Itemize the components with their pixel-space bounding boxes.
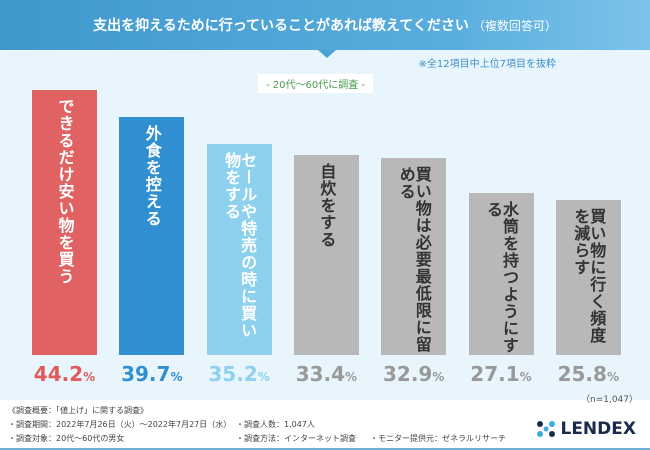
subtitle: - 20代～60代に調査 - [258, 74, 374, 93]
bar: 水筒を持つようにする [468, 192, 534, 355]
bar-label: 外食を控える [142, 124, 162, 227]
unit-label: % [432, 370, 445, 384]
survey-target: ・調査対象：20代～60代の男女 [8, 434, 125, 443]
value-label: 33.4% [295, 362, 358, 386]
value-label: 44.2% [33, 362, 96, 386]
survey-method: ・調査方法：インターネット調査 [236, 434, 356, 443]
value-label: 39.7% [121, 362, 183, 386]
survey-provider: ・モニター提供元：ゼネラルリサーチ [370, 434, 506, 443]
lendex-logo-icon [537, 421, 556, 437]
value-label: 32.9% [382, 362, 445, 386]
bar-label: 自炊をする [317, 162, 337, 248]
chart-title: 支出を抑えるために行っていることがあれば教えてください （複数回答可） [0, 0, 650, 50]
bar: 買い物は必要最低限に留める [381, 157, 447, 355]
sample-size: （n=1,047） [580, 395, 638, 405]
bar: 自炊をする [293, 154, 359, 355]
bar-label: 買い物は必要最低限に留める [396, 165, 432, 353]
title-suffix: （複数回答可） [472, 18, 557, 33]
bar: 外食を控える [119, 116, 185, 355]
value-label: 27.1% [470, 362, 532, 386]
bar: できるだけ安い物を買う [32, 90, 97, 355]
note: ※全12項目中上位7項目を抜粋 [418, 59, 556, 70]
unit-label: % [257, 370, 270, 384]
unit-label: % [345, 370, 358, 384]
logo-text: LENDEX [560, 419, 636, 439]
bar-label: できるだけ安い物を買う [55, 98, 75, 285]
unit-label: % [170, 370, 183, 384]
bar: 買い物に行く頻度を減らす [555, 200, 621, 355]
survey-period: ・調査期間：2022年7月26日（火）～2022年7月27日（水） [8, 420, 232, 429]
unit-label: % [83, 370, 96, 384]
footer: 《調査概要：「値上げ」に関する調査》 ・調査期間：2022年7月26日（火）～2… [0, 402, 650, 450]
logo: LENDEX [536, 419, 636, 439]
survey-people: ・調査人数：1,047人 [236, 420, 315, 429]
title-text: 支出を抑えるために行っていることがあれば教えてください [93, 18, 469, 34]
chart-panel: 支出を抑えるために行っていることがあれば教えてください （複数回答可） ※全12項… [0, 0, 650, 405]
unit-label: % [606, 370, 619, 384]
bar-label: セールや特売の時に買い物をする [222, 151, 258, 339]
title-pointer [318, 50, 336, 58]
survey-title: 《調査概要：「値上げ」に関する調査》 [8, 406, 148, 415]
unit-label: % [519, 370, 532, 384]
bar: セールや特売の時に買い物をする [206, 143, 272, 355]
value-label: 25.8% [557, 362, 619, 386]
bar-label: 水筒を持つようにする [484, 200, 519, 354]
bar-label: 買い物に行く頻度を減らす [571, 208, 607, 345]
value-label: 35.2% [208, 362, 270, 386]
